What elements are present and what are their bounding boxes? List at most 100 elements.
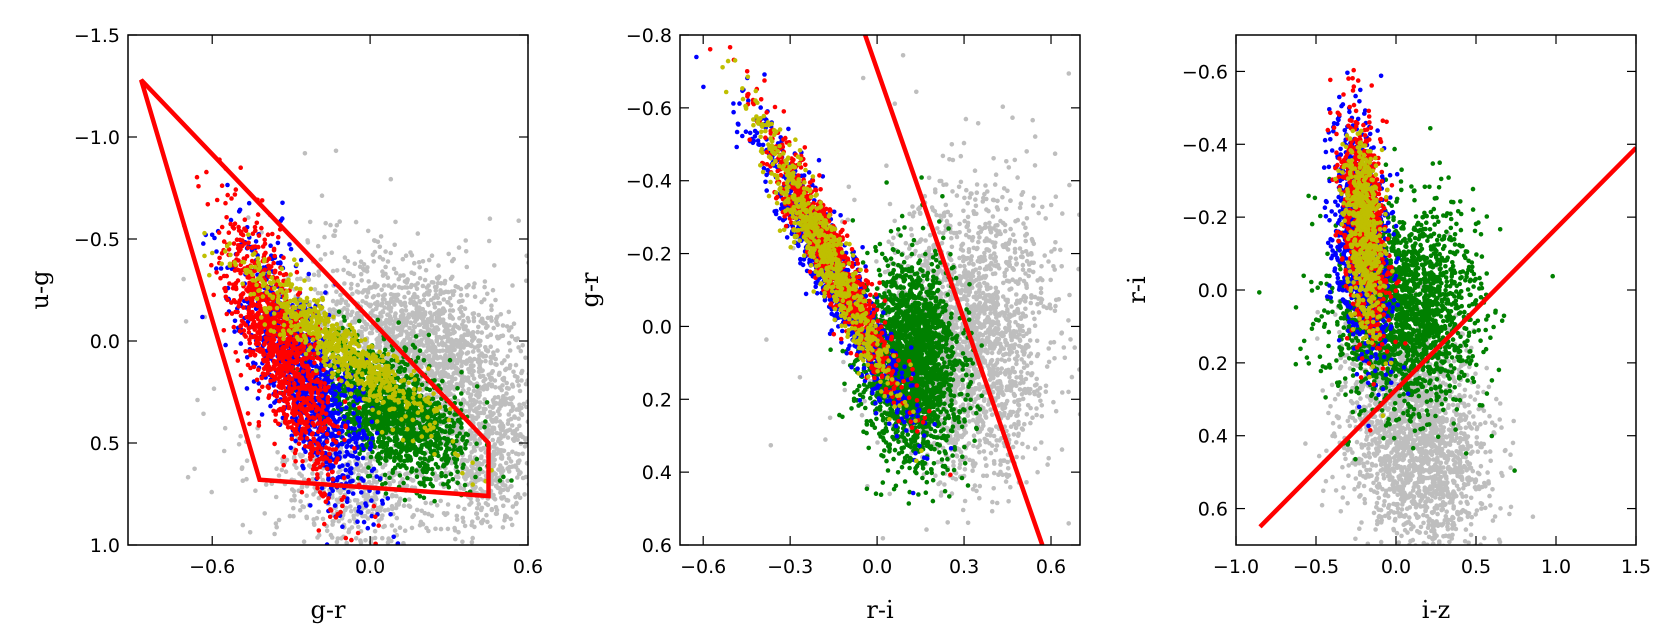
data-point — [394, 493, 399, 499]
data-point — [311, 492, 316, 497]
data-point — [432, 305, 438, 310]
data-point — [475, 463, 481, 468]
data-point — [369, 423, 375, 429]
data-point — [405, 335, 411, 341]
data-point — [511, 369, 516, 375]
data-point — [388, 250, 394, 256]
data-point — [327, 550, 332, 555]
data-point — [501, 503, 506, 509]
data-point — [491, 350, 496, 355]
data-point — [209, 489, 214, 495]
data-point — [479, 454, 484, 459]
data-point — [426, 571, 431, 576]
data-point — [372, 249, 378, 255]
data-point — [327, 308, 333, 314]
data-point — [507, 365, 512, 371]
data-point — [378, 550, 383, 555]
data-point — [318, 257, 324, 262]
data-point — [334, 497, 340, 503]
data-point — [275, 450, 280, 455]
data-point — [567, 384, 572, 389]
data-point — [462, 457, 468, 463]
data-point — [426, 343, 432, 349]
data-point — [491, 449, 497, 455]
data-point — [418, 299, 423, 305]
data-point — [423, 408, 429, 414]
data-point — [379, 449, 385, 455]
data-point — [383, 481, 388, 486]
data-point — [434, 315, 440, 321]
data-point — [404, 483, 410, 489]
data-point — [429, 253, 435, 258]
data-point — [427, 288, 432, 294]
data-point — [440, 356, 446, 361]
data-point — [298, 276, 303, 282]
data-point — [475, 329, 481, 335]
data-point — [518, 348, 524, 354]
data-point — [422, 456, 428, 462]
data-point — [391, 587, 396, 592]
data-point — [456, 326, 462, 331]
data-point — [374, 496, 379, 502]
data-point — [424, 464, 429, 470]
data-point — [342, 255, 348, 260]
data-point — [453, 376, 458, 382]
data-point — [392, 421, 398, 426]
data-point — [471, 315, 477, 321]
data-point — [441, 320, 446, 325]
data-point — [454, 366, 459, 372]
data-point — [481, 354, 486, 359]
data-point — [408, 320, 414, 326]
data-point — [357, 451, 362, 457]
data-point — [550, 498, 555, 503]
data-point — [416, 260, 422, 265]
data-point — [454, 338, 460, 343]
data-point — [438, 419, 443, 424]
data-point — [489, 506, 495, 512]
data-point — [504, 391, 509, 396]
data-point — [244, 355, 250, 360]
data-point — [351, 369, 357, 375]
data-point — [485, 348, 491, 354]
data-point — [415, 355, 421, 361]
data-point — [410, 425, 415, 431]
data-point — [360, 455, 366, 461]
data-point — [380, 273, 386, 278]
data-point — [500, 427, 505, 433]
data-point — [506, 469, 512, 474]
data-point — [438, 413, 444, 418]
data-point — [401, 503, 407, 509]
data-point — [489, 382, 495, 388]
data-point — [438, 436, 443, 442]
data-point — [441, 366, 447, 372]
data-point — [441, 463, 447, 469]
data-point — [453, 460, 458, 466]
data-point — [429, 513, 435, 519]
data-point — [520, 451, 525, 457]
data-point — [372, 238, 378, 244]
data-point — [396, 502, 402, 507]
data-point — [421, 480, 426, 486]
data-point — [382, 292, 388, 297]
data-point — [398, 343, 404, 349]
data-point — [402, 528, 408, 533]
data-point — [458, 485, 464, 491]
data-point — [393, 270, 399, 276]
data-point — [311, 521, 317, 526]
data-point — [441, 370, 447, 376]
data-point — [373, 345, 379, 350]
data-point — [360, 411, 366, 416]
data-point — [417, 421, 422, 426]
data-point — [316, 532, 322, 538]
data-point — [439, 335, 444, 341]
data-point — [406, 290, 411, 296]
data-point — [302, 151, 308, 156]
data-point — [253, 239, 259, 244]
data-point — [436, 263, 441, 268]
data-point — [416, 438, 422, 444]
data-point — [218, 266, 224, 271]
data-point — [534, 378, 539, 383]
data-point — [521, 401, 527, 407]
data-point — [356, 249, 362, 255]
